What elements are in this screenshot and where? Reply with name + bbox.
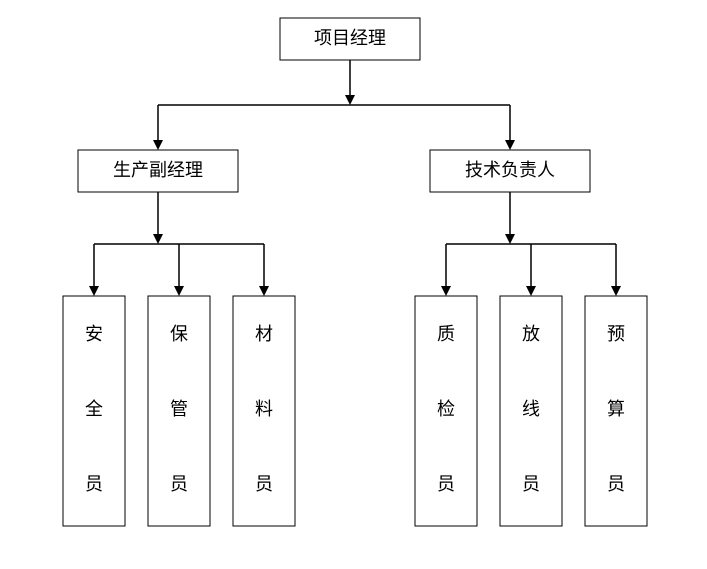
svg-text:管: 管 [170, 399, 188, 419]
svg-text:保: 保 [170, 324, 188, 344]
svg-text:员: 员 [170, 474, 188, 494]
svg-text:放: 放 [522, 324, 540, 344]
svg-text:员: 员 [607, 474, 625, 494]
svg-text:技术负责人: 技术负责人 [465, 160, 555, 180]
node-root: 项目经理 [280, 18, 420, 60]
svg-text:安: 安 [85, 324, 103, 344]
org-chart: 项目经理生产副经理技术负责人安全员保管员材料员质检员放线员预算员 [0, 0, 707, 569]
svg-text:检: 检 [437, 399, 455, 419]
svg-text:全: 全 [85, 399, 103, 419]
node-budget: 预算员 [585, 296, 647, 526]
node-qc: 质检员 [415, 296, 477, 526]
svg-text:员: 员 [85, 474, 103, 494]
node-prod: 生产副经理 [78, 150, 238, 192]
svg-text:员: 员 [522, 474, 540, 494]
node-safety: 安全员 [63, 296, 125, 526]
svg-text:员: 员 [437, 474, 455, 494]
svg-text:线: 线 [522, 399, 540, 419]
node-tech: 技术负责人 [430, 150, 590, 192]
svg-text:质: 质 [437, 324, 455, 344]
svg-text:算: 算 [607, 399, 625, 419]
svg-text:材: 材 [255, 324, 273, 344]
svg-text:员: 员 [255, 474, 273, 494]
svg-text:预: 预 [607, 324, 625, 344]
svg-text:料: 料 [255, 399, 273, 419]
svg-text:项目经理: 项目经理 [314, 28, 386, 48]
svg-text:生产副经理: 生产副经理 [113, 160, 203, 180]
node-store: 保管员 [148, 296, 210, 526]
node-mat: 材料员 [233, 296, 295, 526]
node-line: 放线员 [500, 296, 562, 526]
